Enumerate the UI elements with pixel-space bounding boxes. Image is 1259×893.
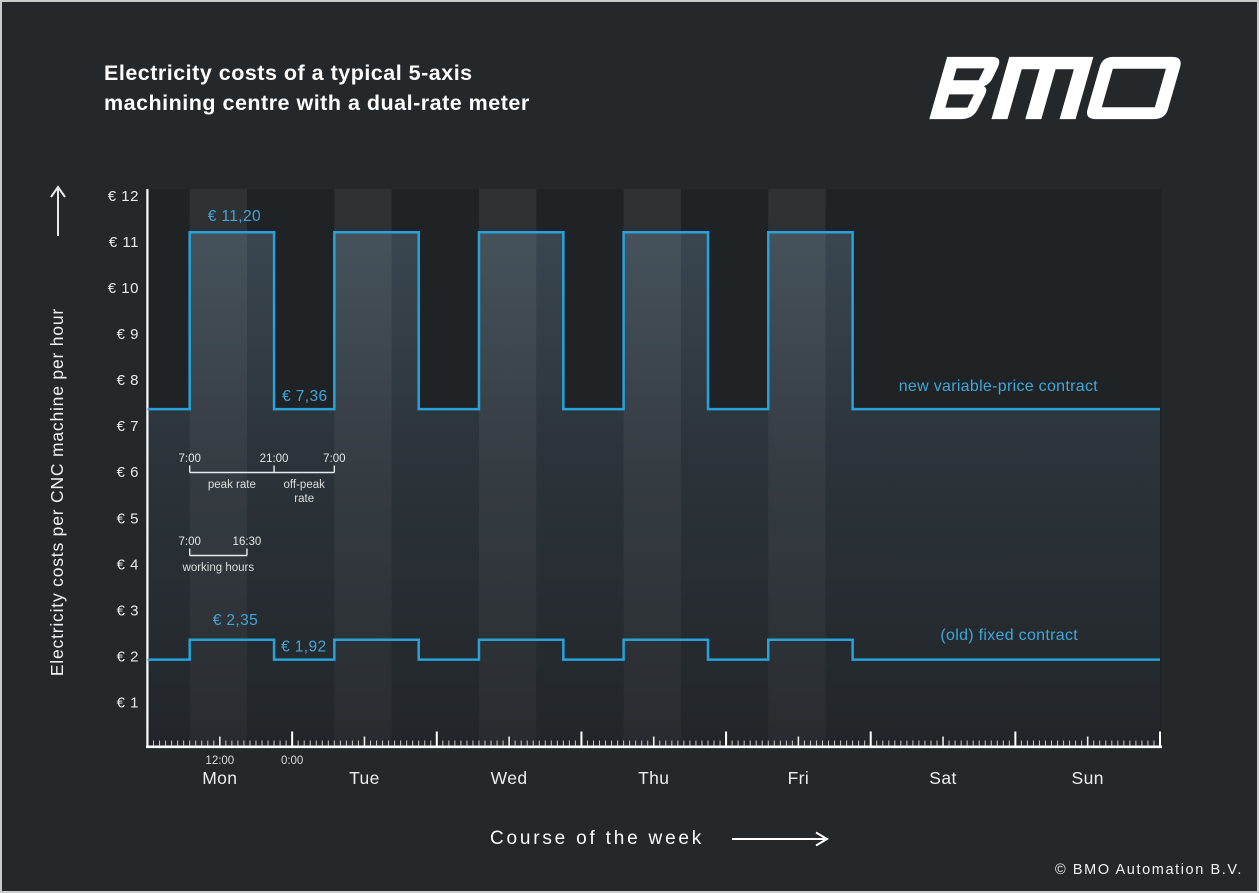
y-axis-title: Electricity costs per CNC machine per ho… — [46, 308, 67, 677]
y-tick-label: € 10 — [108, 280, 139, 297]
y-tick-label: € 4 — [117, 556, 139, 573]
logo-letter-o — [1087, 56, 1181, 120]
y-axis-line — [146, 189, 149, 747]
logo-letter-b — [929, 56, 1000, 120]
bracket-time-label: 7:00 — [178, 453, 200, 465]
x-time-label: 12:00 — [205, 755, 234, 767]
bracket-caption: off-peak rate — [284, 479, 326, 505]
bracket-time-label: 16:30 — [233, 536, 262, 548]
y-tick-label: € 2 — [117, 648, 139, 665]
x-time-label: 0:00 — [281, 755, 303, 767]
day-label: Sun — [1072, 768, 1104, 788]
working-hours-band — [189, 189, 247, 746]
series-line-fixed-contract — [147, 638, 1160, 661]
working-hours-band — [334, 189, 392, 746]
day-label: Mon — [202, 768, 237, 788]
y-tick-label: € 11 — [109, 234, 139, 251]
day-labels: Mon Tue Wed Thu Fri Sat Sun — [202, 768, 1104, 788]
series-name-label: new variable-price contract — [899, 378, 1099, 395]
y-tick-label: € 12 — [108, 188, 139, 205]
value-label: € 7,36 — [282, 388, 328, 405]
series-line-variable-contract — [147, 230, 1160, 411]
series-name-labels: new variable-price contract (old) fixed c… — [899, 378, 1099, 644]
y-axis-labels: € 12 € 11 € 10 € 9 € 8 € 7 € 6 € 5 € 4 € 3 € 2 € 1 — [108, 188, 139, 712]
working-hours-band — [623, 189, 681, 746]
x-time-labels: 12:00 0:00 — [205, 755, 303, 767]
working-hours-band — [478, 189, 537, 746]
bracket-caption: peak rate — [208, 479, 256, 491]
bmo-logo — [929, 56, 1181, 120]
value-label: € 1,92 — [281, 639, 327, 656]
x-axis-line — [146, 745, 1162, 749]
annotation-bracket: 7:00 16:30 working hours — [178, 536, 261, 574]
y-tick-label: € 8 — [117, 372, 139, 389]
x-axis-right-arrow-icon — [732, 831, 830, 847]
y-tick-label: € 5 — [117, 510, 139, 527]
bracket-time-label: 7:00 — [178, 536, 200, 548]
day-label: Wed — [491, 768, 528, 788]
y-axis-up-arrow-icon — [50, 185, 66, 236]
copyright-text: © BMO Automation B.V. — [1054, 862, 1243, 878]
y-tick-label: € 6 — [117, 464, 139, 481]
y-tick-label: € 1 — [117, 694, 139, 711]
bracket-caption: working hours — [182, 562, 255, 574]
series-name-label: (old) fixed contract — [940, 627, 1078, 644]
bracket-time-label: 7:00 — [323, 453, 345, 465]
working-hours-bands — [189, 189, 826, 746]
day-label: Fri — [788, 768, 810, 788]
x-axis-title: Course of the week — [490, 828, 705, 849]
y-tick-label: € 3 — [117, 602, 139, 619]
annotation-bracket: 7:00 21:00 7:00 peak rate off-peak rate — [178, 453, 345, 505]
y-tick-label: € 9 — [117, 326, 139, 343]
value-labels: € 11,20 € 7,36 € 2,35 € 1,92 — [208, 208, 328, 656]
day-label: Tue — [349, 768, 380, 788]
logo-letter-m — [991, 56, 1094, 120]
axes — [146, 189, 1162, 749]
working-hours-band — [768, 189, 826, 746]
page-title: Electricity costs of a typical 5-axis ma… — [104, 61, 530, 115]
x-axis-ticks — [146, 731, 1161, 746]
day-label: Thu — [638, 768, 669, 788]
y-tick-label: € 7 — [117, 418, 139, 435]
day-label: Sat — [929, 768, 956, 788]
value-label: € 2,35 — [213, 612, 259, 629]
value-label: € 11,20 — [208, 208, 261, 225]
x-axis-caption-row: Course of the week — [490, 828, 832, 850]
bracket-time-label: 21:00 — [260, 453, 289, 465]
